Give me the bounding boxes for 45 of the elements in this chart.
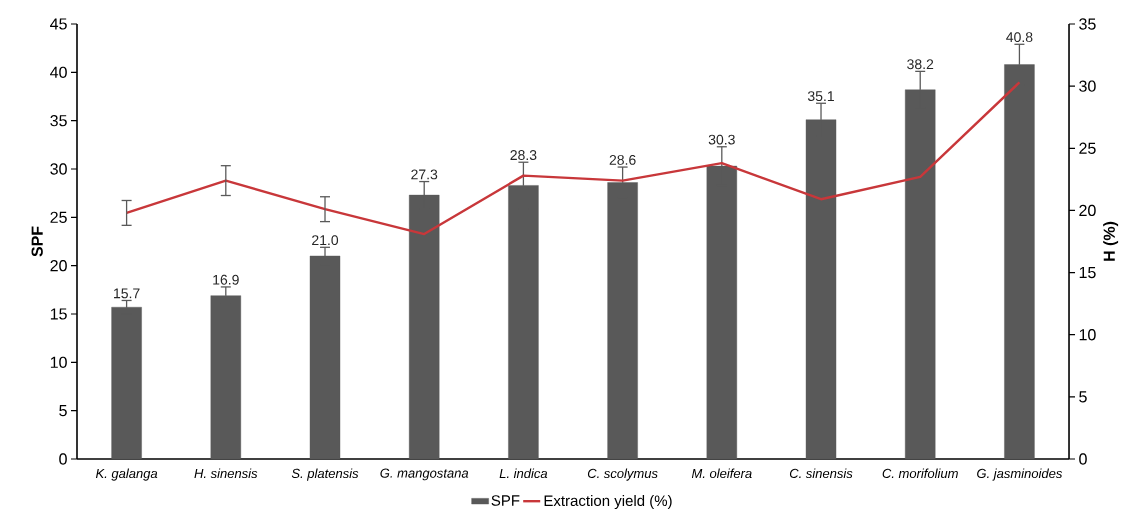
data-label: 35.1: [807, 91, 834, 102]
legend-label: SPF: [491, 495, 520, 506]
x-tick-label: G. mangostana: [380, 468, 469, 481]
y2-tick-label: 0: [1079, 453, 1087, 465]
y-tick-label: 15: [50, 308, 67, 320]
y2-tick-label: 30: [1079, 80, 1096, 92]
y-tick-label: 30: [50, 163, 67, 175]
x-tick-label: K. galanga: [95, 468, 158, 481]
y-axis-title: SPF: [31, 226, 43, 257]
y-tick-label: 10: [50, 356, 67, 368]
data-label: 38.2: [907, 59, 934, 70]
data-label: 28.3: [510, 150, 537, 161]
data-label: 27.3: [411, 169, 438, 180]
y-tick-label: 40: [50, 66, 67, 78]
y-tick-label: 5: [59, 405, 67, 417]
line-series: [125, 81, 1021, 236]
y2-tick-label: 10: [1079, 329, 1096, 341]
data-label: 30.3: [708, 134, 735, 145]
y2-tick-label: 35: [1079, 18, 1096, 30]
y2-tick-label: 25: [1079, 142, 1096, 154]
y-tick-label: 25: [50, 211, 67, 223]
data-label: 16.9: [213, 274, 239, 285]
y-tick-label: 45: [50, 18, 67, 30]
y2-axis-title: H (%): [1103, 221, 1119, 261]
x-tick-label: S. platensis: [291, 468, 359, 481]
y-tick-label: 35: [50, 115, 67, 127]
x-tick-label: C. sinensis: [789, 468, 853, 479]
y2-tick-label: 15: [1079, 266, 1096, 279]
bar: [508, 185, 539, 460]
x-tick-label: M. oleifera: [691, 468, 752, 479]
y-tick-label: 20: [50, 260, 67, 272]
bar: [111, 307, 142, 460]
data-label: 28.6: [609, 154, 636, 165]
x-tick-label: H. sinensis: [194, 468, 258, 479]
y2-tick-label: 5: [1079, 391, 1087, 403]
x-tick-label: L. indica: [499, 468, 548, 479]
y2-tick-label: 20: [1079, 204, 1096, 217]
x-tick-label: C. scolymus: [587, 468, 658, 481]
x-tick-label: C. morifolium: [882, 468, 958, 479]
legend-label: Extraction yield (%): [544, 495, 672, 509]
x-tick-label: G. jasminoides: [977, 468, 1063, 481]
y-tick-label: 0: [59, 453, 67, 465]
data-label: 15.7: [114, 288, 140, 299]
data-label: 40.8: [1006, 32, 1033, 43]
data-label: 21.0: [312, 235, 339, 246]
